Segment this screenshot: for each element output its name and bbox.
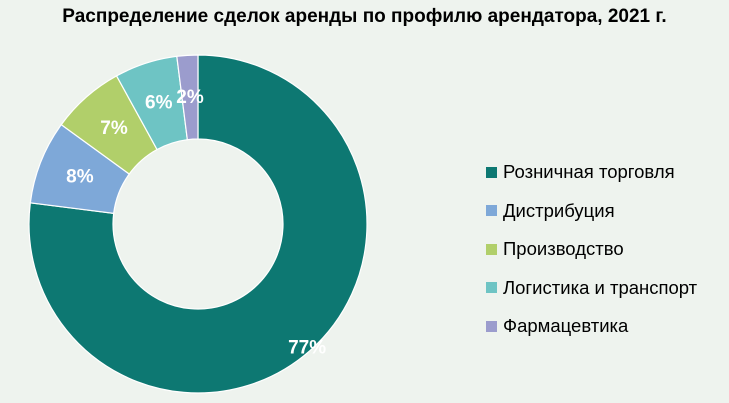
data-label-5: 2% bbox=[176, 87, 204, 108]
legend-item-5: Фармацевтика bbox=[486, 307, 697, 346]
legend-item-3: Производство bbox=[486, 230, 697, 269]
legend-label-5: Фармацевтика bbox=[503, 315, 629, 337]
donut-slice-1 bbox=[28, 54, 368, 394]
legend-label-1: Розничная торговля bbox=[503, 161, 675, 183]
legend-swatch-3 bbox=[486, 243, 497, 255]
data-label-3: 7% bbox=[100, 118, 128, 139]
legend-swatch-5 bbox=[486, 320, 497, 332]
chart-title: Распределение сделок аренды по профилю а… bbox=[62, 6, 667, 27]
donut-slice-5 bbox=[176, 54, 199, 141]
data-label-1: 77% bbox=[288, 337, 326, 358]
legend-item-4: Логистика и транспорт bbox=[486, 269, 697, 308]
legend-label-4: Логистика и транспорт bbox=[503, 276, 698, 298]
legend-label-3: Производство bbox=[503, 238, 624, 260]
legend-label-2: Дистрибуция bbox=[503, 199, 615, 221]
legend-swatch-4 bbox=[486, 282, 497, 294]
legend: Розничная торговля Дистрибуция Производств… bbox=[486, 153, 697, 346]
data-label-2: 8% bbox=[66, 167, 94, 188]
legend-swatch-2 bbox=[486, 205, 497, 217]
legend-swatch-1 bbox=[486, 166, 497, 178]
legend-item-2: Дистрибуция bbox=[486, 192, 697, 231]
legend-item-1: Розничная торговля bbox=[486, 153, 697, 192]
data-label-4: 6% bbox=[145, 93, 173, 114]
